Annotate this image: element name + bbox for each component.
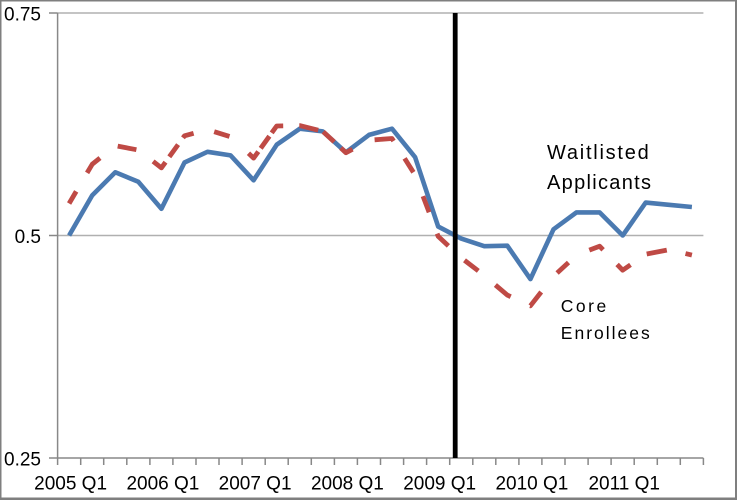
svg-text:2007 Q1: 2007 Q1 — [219, 474, 292, 495]
svg-text:0.5: 0.5 — [15, 227, 41, 248]
svg-text:2005 Q1: 2005 Q1 — [34, 474, 107, 495]
svg-text:2011 Q1: 2011 Q1 — [588, 474, 659, 495]
svg-text:2006 Q1: 2006 Q1 — [126, 474, 199, 495]
svg-text:2010 Q1: 2010 Q1 — [495, 474, 568, 495]
svg-text:Waitlisted: Waitlisted — [547, 142, 650, 164]
svg-text:2008 Q1: 2008 Q1 — [311, 474, 384, 495]
svg-text:2009 Q1: 2009 Q1 — [403, 474, 476, 495]
svg-text:Applicants: Applicants — [547, 172, 652, 194]
svg-text:Enrollees: Enrollees — [561, 323, 652, 343]
svg-text:0.75: 0.75 — [4, 5, 41, 26]
svg-text:Core: Core — [561, 296, 609, 316]
svg-text:0.25: 0.25 — [4, 449, 41, 470]
